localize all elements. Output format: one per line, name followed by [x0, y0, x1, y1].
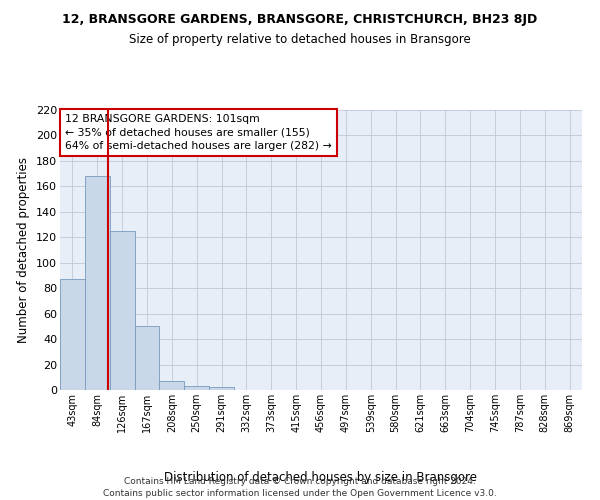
Text: 12 BRANSGORE GARDENS: 101sqm
← 35% of detached houses are smaller (155)
64% of s: 12 BRANSGORE GARDENS: 101sqm ← 35% of de…: [65, 114, 332, 150]
Bar: [110, 231, 134, 390]
Bar: [134, 326, 160, 390]
Bar: [184, 386, 209, 390]
Bar: [209, 388, 234, 390]
Bar: [160, 381, 184, 390]
Text: Size of property relative to detached houses in Bransgore: Size of property relative to detached ho…: [129, 32, 471, 46]
Text: Contains HM Land Registry data © Crown copyright and database right 2024.
Contai: Contains HM Land Registry data © Crown c…: [103, 476, 497, 498]
Bar: [60, 280, 85, 390]
Y-axis label: Number of detached properties: Number of detached properties: [17, 157, 31, 343]
X-axis label: Distribution of detached houses by size in Bransgore: Distribution of detached houses by size …: [164, 471, 478, 484]
Bar: [85, 176, 110, 390]
Text: 12, BRANSGORE GARDENS, BRANSGORE, CHRISTCHURCH, BH23 8JD: 12, BRANSGORE GARDENS, BRANSGORE, CHRIST…: [62, 12, 538, 26]
